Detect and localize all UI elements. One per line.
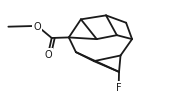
Text: O: O — [44, 50, 52, 60]
Text: O: O — [33, 22, 41, 32]
Text: F: F — [116, 82, 121, 92]
